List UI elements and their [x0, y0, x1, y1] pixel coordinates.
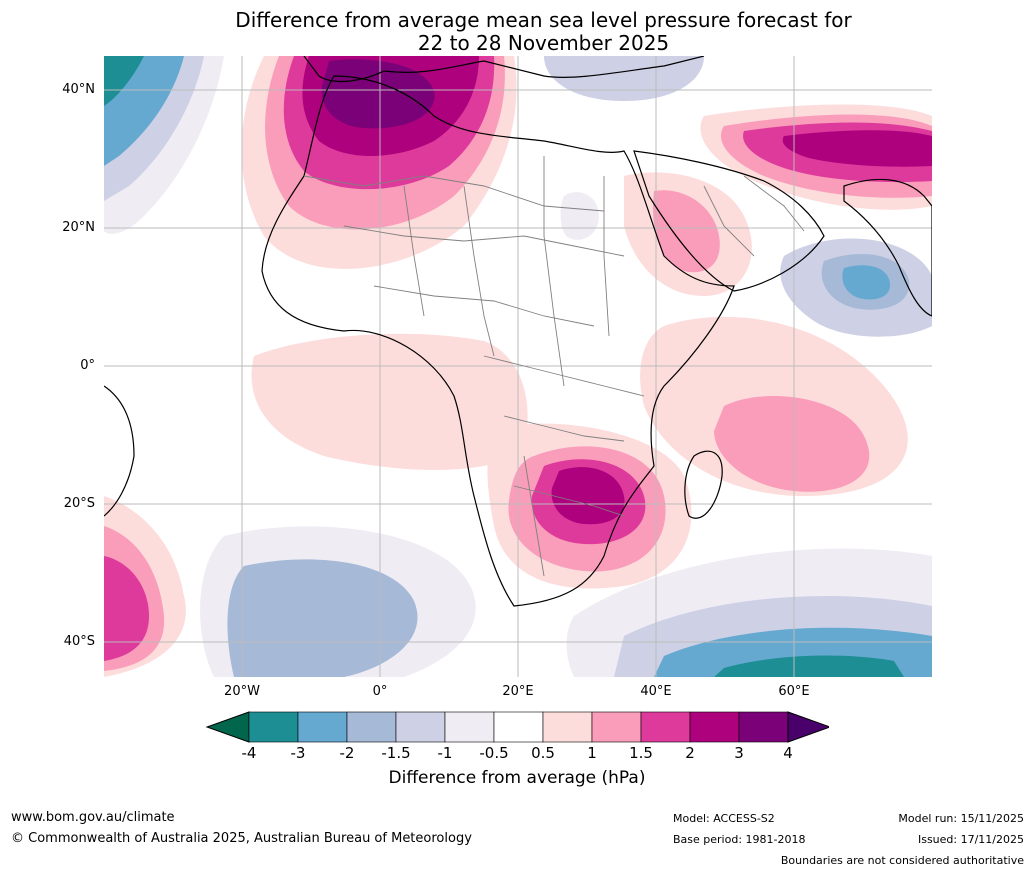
website-link[interactable]: www.bom.gov.au/climate — [11, 810, 175, 825]
anomaly-region — [714, 396, 870, 492]
anomaly-region — [714, 655, 904, 677]
colorbar-title: Difference from average (hPa) — [388, 768, 646, 788]
anomaly-region — [842, 265, 891, 300]
colorbar-tick-label: -3 — [290, 744, 306, 762]
lat-label-20n: 20°N — [62, 220, 95, 235]
colorbar-tick-label: 0.5 — [531, 744, 555, 762]
lat-label-0: 0° — [80, 358, 95, 373]
colorbar — [205, 711, 829, 743]
colorbar-cell — [346, 711, 397, 743]
copyright-text: © Commonwealth of Australia 2025, Austra… — [11, 831, 472, 846]
colorbar-cell — [542, 711, 593, 743]
colorbar-tick-label: -1.5 — [381, 744, 411, 762]
country-borders — [303, 156, 805, 577]
colorbar-cell — [248, 711, 299, 743]
colorbar-cell — [444, 711, 495, 743]
colorbar-cell — [205, 711, 250, 743]
colorbar-tick-label: 2 — [685, 744, 695, 762]
europe-coastline — [303, 56, 705, 82]
colorbar-tick-label: 4 — [783, 744, 793, 762]
coastlines — [104, 56, 932, 607]
chart-title: Difference from average mean sea level p… — [0, 9, 1035, 55]
colorbar-cell — [787, 711, 829, 743]
lon-label-0: 0° — [372, 684, 388, 699]
colorbar-cell — [297, 711, 348, 743]
issued-date: Issued: 17/11/2025 — [917, 833, 1024, 846]
anomaly-region — [104, 56, 144, 106]
africa-coastline — [261, 75, 735, 607]
anomaly-region — [544, 56, 704, 101]
anomaly-region — [782, 130, 932, 167]
lon-label-60e: 60°E — [778, 684, 810, 699]
madagascar-coastline — [684, 450, 723, 519]
lon-label-20e: 20°E — [502, 684, 534, 699]
colorbar-cell — [738, 711, 789, 743]
colorbar-tick-label: -2 — [339, 744, 355, 762]
lat-label-40n: 40°N — [62, 82, 95, 97]
arabia-coastline — [633, 150, 825, 292]
lat-label-20s: 20°S — [63, 496, 95, 511]
lon-label-20w: 20°W — [224, 684, 260, 699]
colorbar-tick-label: -0.5 — [479, 744, 509, 762]
colorbar-tick-label: 3 — [734, 744, 744, 762]
colorbar-cell — [493, 711, 544, 743]
model-name: Model: ACCESS-S2 — [673, 812, 775, 825]
india-coastline — [843, 178, 932, 317]
colorbar-tick-label: 1 — [587, 744, 597, 762]
base-period: Base period: 1981-2018 — [673, 833, 806, 846]
colorbar-cell — [689, 711, 740, 743]
colorbar-cell — [395, 711, 446, 743]
anomaly-region — [251, 333, 528, 470]
pressure-anomaly-map[interactable] — [104, 56, 932, 677]
title-line-1: Difference from average mean sea level p… — [235, 8, 852, 32]
anomaly-region — [104, 556, 149, 661]
anomaly-region — [653, 190, 720, 273]
colorbar-tick-label: -4 — [241, 744, 257, 762]
colorbar-cell — [591, 711, 642, 743]
anomaly-fills — [104, 56, 932, 677]
model-run-date: Model run: 15/11/2025 — [898, 812, 1024, 825]
lon-label-40e: 40°E — [640, 684, 672, 699]
graticule — [104, 56, 932, 677]
title-line-2: 22 to 28 November 2025 — [417, 31, 670, 55]
anomaly-region — [560, 192, 599, 240]
boundaries-note: Boundaries are not considered authoritat… — [780, 854, 1024, 867]
lat-label-40s: 40°S — [63, 634, 95, 649]
south-america-coastline — [104, 385, 135, 517]
map-svg — [104, 56, 932, 677]
colorbar-tick-label: 1.5 — [629, 744, 653, 762]
colorbar-tick-label: -1 — [437, 744, 453, 762]
anomaly-region — [227, 559, 418, 677]
colorbar-cell — [640, 711, 691, 743]
